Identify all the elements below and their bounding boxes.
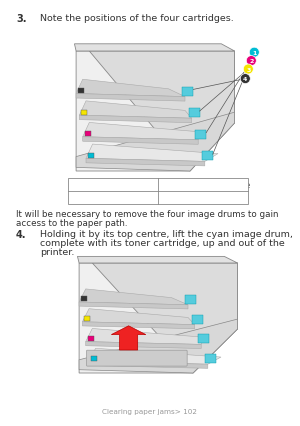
Polygon shape — [76, 80, 185, 98]
Circle shape — [243, 65, 253, 75]
Polygon shape — [89, 52, 235, 172]
Bar — [189, 109, 200, 118]
Circle shape — [249, 48, 259, 58]
Polygon shape — [89, 362, 208, 368]
Text: 4: 4 — [243, 77, 248, 82]
Polygon shape — [80, 102, 192, 119]
Text: 2: 2 — [249, 59, 254, 64]
Text: 3.: 3. — [16, 14, 26, 24]
Bar — [88, 336, 94, 341]
Bar — [81, 110, 87, 115]
Polygon shape — [79, 302, 188, 309]
Bar — [78, 89, 84, 94]
Polygon shape — [76, 113, 235, 172]
Text: 4.: 4. — [16, 230, 26, 239]
Text: 4. Black cartridge: 4. Black cartridge — [162, 193, 236, 202]
Polygon shape — [80, 116, 192, 124]
Polygon shape — [86, 342, 201, 349]
Text: access to the paper path.: access to the paper path. — [16, 219, 128, 227]
Bar — [91, 356, 97, 361]
Bar — [185, 295, 196, 304]
Polygon shape — [83, 138, 198, 145]
Bar — [202, 152, 213, 161]
Bar — [198, 335, 209, 344]
Polygon shape — [83, 123, 202, 141]
Bar — [88, 153, 94, 158]
Bar — [84, 317, 90, 322]
Bar — [195, 130, 206, 139]
Polygon shape — [92, 263, 238, 373]
Polygon shape — [76, 94, 185, 102]
FancyBboxPatch shape — [87, 350, 187, 366]
Polygon shape — [79, 320, 238, 373]
Bar — [192, 315, 203, 324]
Polygon shape — [79, 289, 188, 305]
Text: 1. Cyan cartridge: 1. Cyan cartridge — [72, 181, 145, 190]
Polygon shape — [79, 263, 238, 373]
Text: printer.: printer. — [40, 248, 74, 256]
Polygon shape — [86, 159, 205, 167]
Polygon shape — [89, 348, 221, 364]
Polygon shape — [82, 309, 195, 325]
Polygon shape — [86, 329, 205, 345]
Text: Clearing paper jams> 102: Clearing paper jams> 102 — [103, 408, 197, 414]
Bar — [68, 178, 248, 204]
Bar — [85, 132, 91, 137]
Bar — [205, 354, 216, 363]
Circle shape — [240, 75, 250, 84]
Polygon shape — [77, 257, 238, 263]
Text: Note the positions of the four cartridges.: Note the positions of the four cartridge… — [40, 14, 234, 23]
Text: complete with its toner cartridge, up and out of the: complete with its toner cartridge, up an… — [40, 239, 285, 248]
Text: 1: 1 — [252, 51, 256, 55]
Polygon shape — [74, 45, 235, 52]
Circle shape — [246, 57, 256, 66]
Polygon shape — [86, 145, 218, 162]
Text: 3: 3 — [246, 67, 250, 72]
Text: Holding it by its top centre, lift the cyan image drum,: Holding it by its top centre, lift the c… — [40, 230, 293, 239]
Polygon shape — [76, 52, 235, 172]
Text: 2. Magenta cartridge: 2. Magenta cartridge — [162, 181, 250, 190]
Polygon shape — [82, 322, 195, 329]
Bar — [182, 87, 193, 96]
Text: It will be necessary to remove the four image drums to gain: It will be necessary to remove the four … — [16, 210, 278, 219]
FancyArrow shape — [111, 326, 146, 350]
Bar — [81, 297, 87, 302]
Text: 3. Yellow cartridge: 3. Yellow cartridge — [72, 193, 149, 202]
